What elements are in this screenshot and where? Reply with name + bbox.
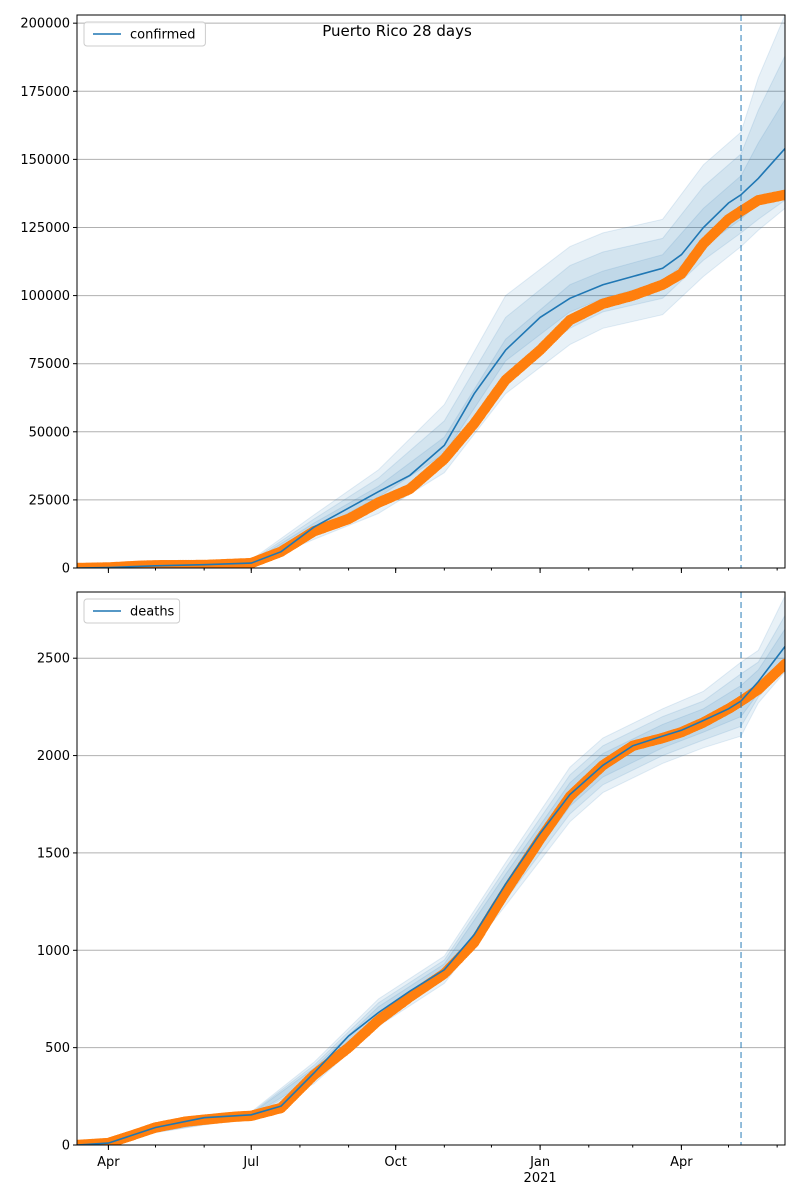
y-tick-label: 100000 (20, 289, 70, 304)
y-tick-label: 2000 (37, 749, 70, 764)
uncertainty-band (77, 15, 785, 568)
y-tick-label: 0 (62, 562, 70, 577)
plot-area (77, 595, 785, 1145)
y-tick-label: 2500 (37, 652, 70, 667)
y-tick-label: 150000 (20, 153, 70, 168)
y-tick-label: 200000 (20, 17, 70, 32)
figure-title: Puerto Rico 28 days (322, 22, 472, 40)
x-tick-label: Jul (242, 1155, 259, 1170)
legend: confirmed (83, 21, 206, 47)
axes-frame (76, 591, 786, 1146)
plot-area (77, 15, 785, 568)
y-tick-label: 25000 (29, 493, 70, 508)
uncertainty-band (77, 614, 785, 1145)
observed-point (779, 658, 785, 670)
x-tick-label: Jan (529, 1155, 550, 1170)
x-tick-label: Apr (97, 1155, 120, 1170)
uncertainty-band (77, 98, 785, 568)
observed-point (779, 189, 785, 200)
model-line (77, 646, 785, 1145)
legend-label: confirmed (130, 28, 196, 43)
y-tick-label: 175000 (20, 85, 70, 100)
y-tick-label: 1500 (37, 846, 70, 861)
model-line (77, 147, 785, 568)
legend: deaths (83, 598, 181, 624)
x-tick-label: Oct (384, 1155, 406, 1170)
x-tick-sublabel: 2021 (524, 1171, 557, 1186)
legend-box (83, 21, 206, 47)
y-tick-label: 1000 (37, 944, 70, 959)
legend-box (83, 598, 181, 624)
confirmed-panel: 0 25000 50000 75000 100000 125000 150000 175000… (20, 14, 786, 577)
y-tick-label: 0 (62, 1139, 70, 1154)
y-tick-label: 50000 (29, 425, 70, 440)
x-tick-label: Apr (670, 1155, 693, 1170)
y-tick-label: 125000 (20, 221, 70, 236)
uncertainty-band (77, 595, 785, 1145)
axes-frame (76, 14, 786, 569)
legend-label: deaths (130, 605, 175, 620)
uncertainty-band (77, 55, 785, 568)
y-tick-label: 75000 (29, 357, 70, 372)
y-tick-label: 500 (45, 1041, 70, 1056)
